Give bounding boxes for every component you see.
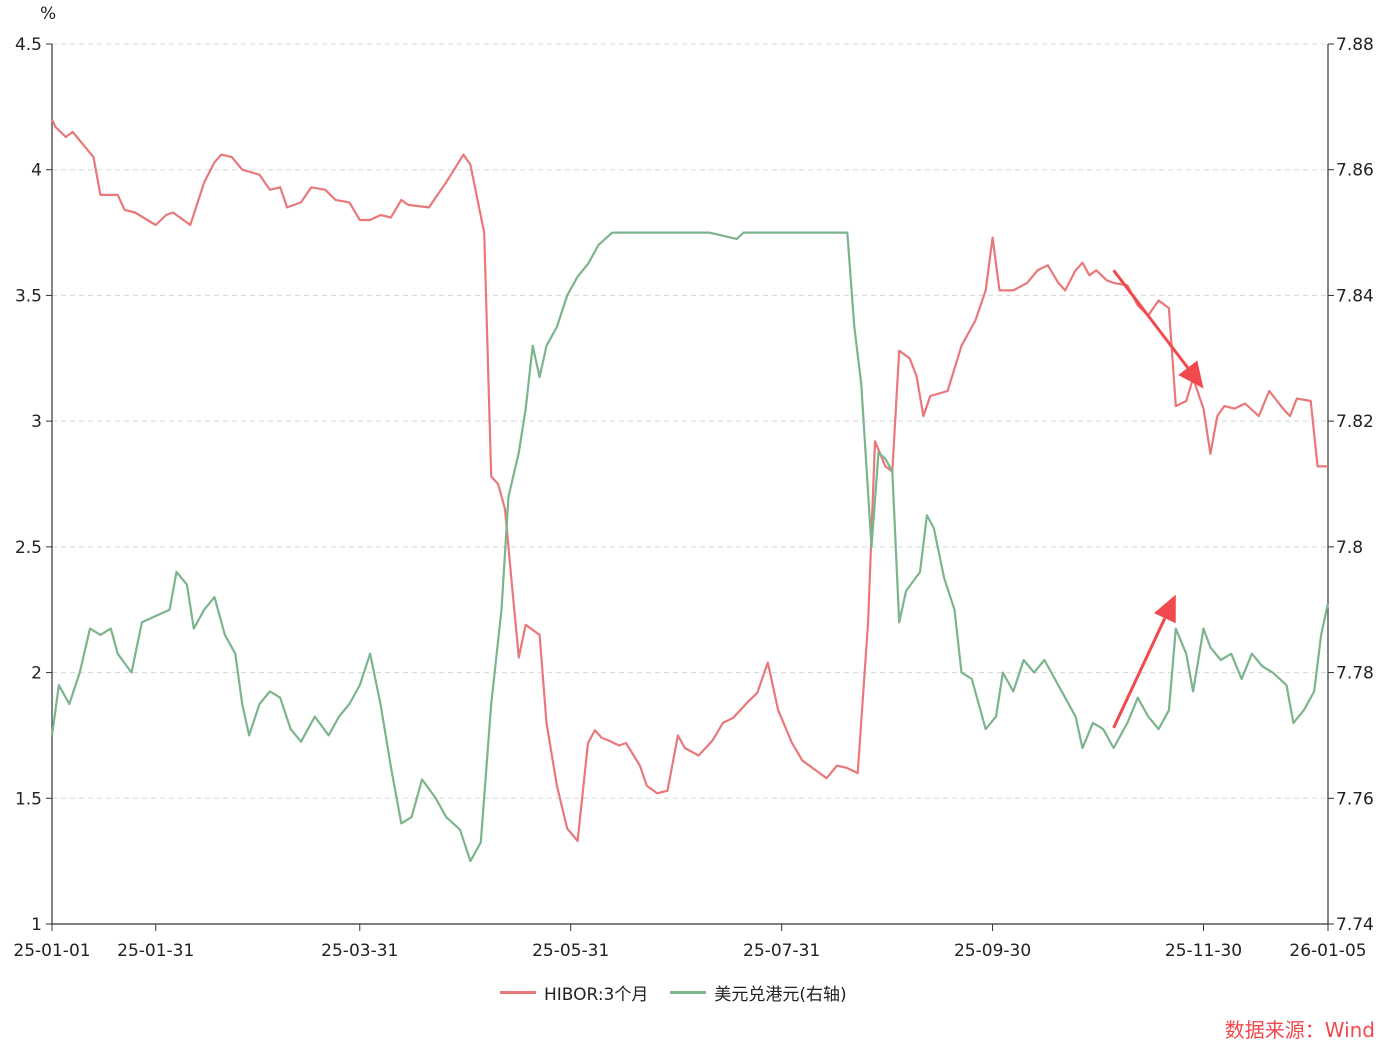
legend-swatch-usdhkd [670,991,707,994]
right-tick-label: 7.78 [1336,664,1374,684]
legend-label-hibor: HIBOR:3个月 [544,985,649,1005]
x-tick-label: 25-03-31 [321,941,398,961]
legend: HIBOR:3个月 美元兑港元(右轴) [500,980,847,1005]
x-tick-label: 25-01-31 [117,941,194,961]
annotation-arrow-head [1178,360,1204,389]
usdhkd-line [50,231,1330,863]
left-axis-unit: % [40,4,57,24]
legend-label-usdhkd: 美元兑港元(右轴) [714,985,847,1005]
legend-swatch-hibor [500,991,536,994]
left-tick-label: 2 [31,664,42,684]
source-note: 数据来源：Wind [1224,1018,1375,1042]
x-tick-label: 25-01-01 [13,941,90,961]
legend-item-usdhkd: 美元兑港元(右轴) [670,980,847,1005]
left-tick-label: 3 [31,412,42,432]
left-tick-label: 2.5 [15,538,42,558]
x-tick-label: 25-05-31 [532,941,609,961]
annotation-arrow-shaft [1112,617,1167,729]
left-tick-label: 3.5 [15,286,42,306]
left-tick-label: 1.5 [15,789,42,809]
right-tick-label: 7.74 [1336,915,1374,935]
left-tick-label: 1 [31,915,42,935]
x-tick-label: 25-11-30 [1165,941,1242,961]
right-tick-label: 7.86 [1336,161,1374,181]
left-tick-label: 4.5 [15,35,42,55]
legend-item-hibor: HIBOR:3个月 [500,980,648,1005]
right-tick-label: 7.84 [1336,286,1374,306]
annotation-arrow-shaft [1112,269,1189,369]
right-tick-label: 7.82 [1336,412,1374,432]
x-tick-label: 25-09-30 [954,941,1031,961]
right-tick-label: 7.76 [1336,789,1374,809]
left-tick-label: 4 [31,161,42,181]
annotation-arrow-head [1154,594,1176,624]
x-tick-label: 26-01-05 [1289,941,1366,961]
hibor-line [51,118,1328,843]
right-tick-label: 7.8 [1336,538,1363,558]
right-tick-label: 7.88 [1336,35,1374,55]
x-tick-label: 25-07-31 [743,941,820,961]
